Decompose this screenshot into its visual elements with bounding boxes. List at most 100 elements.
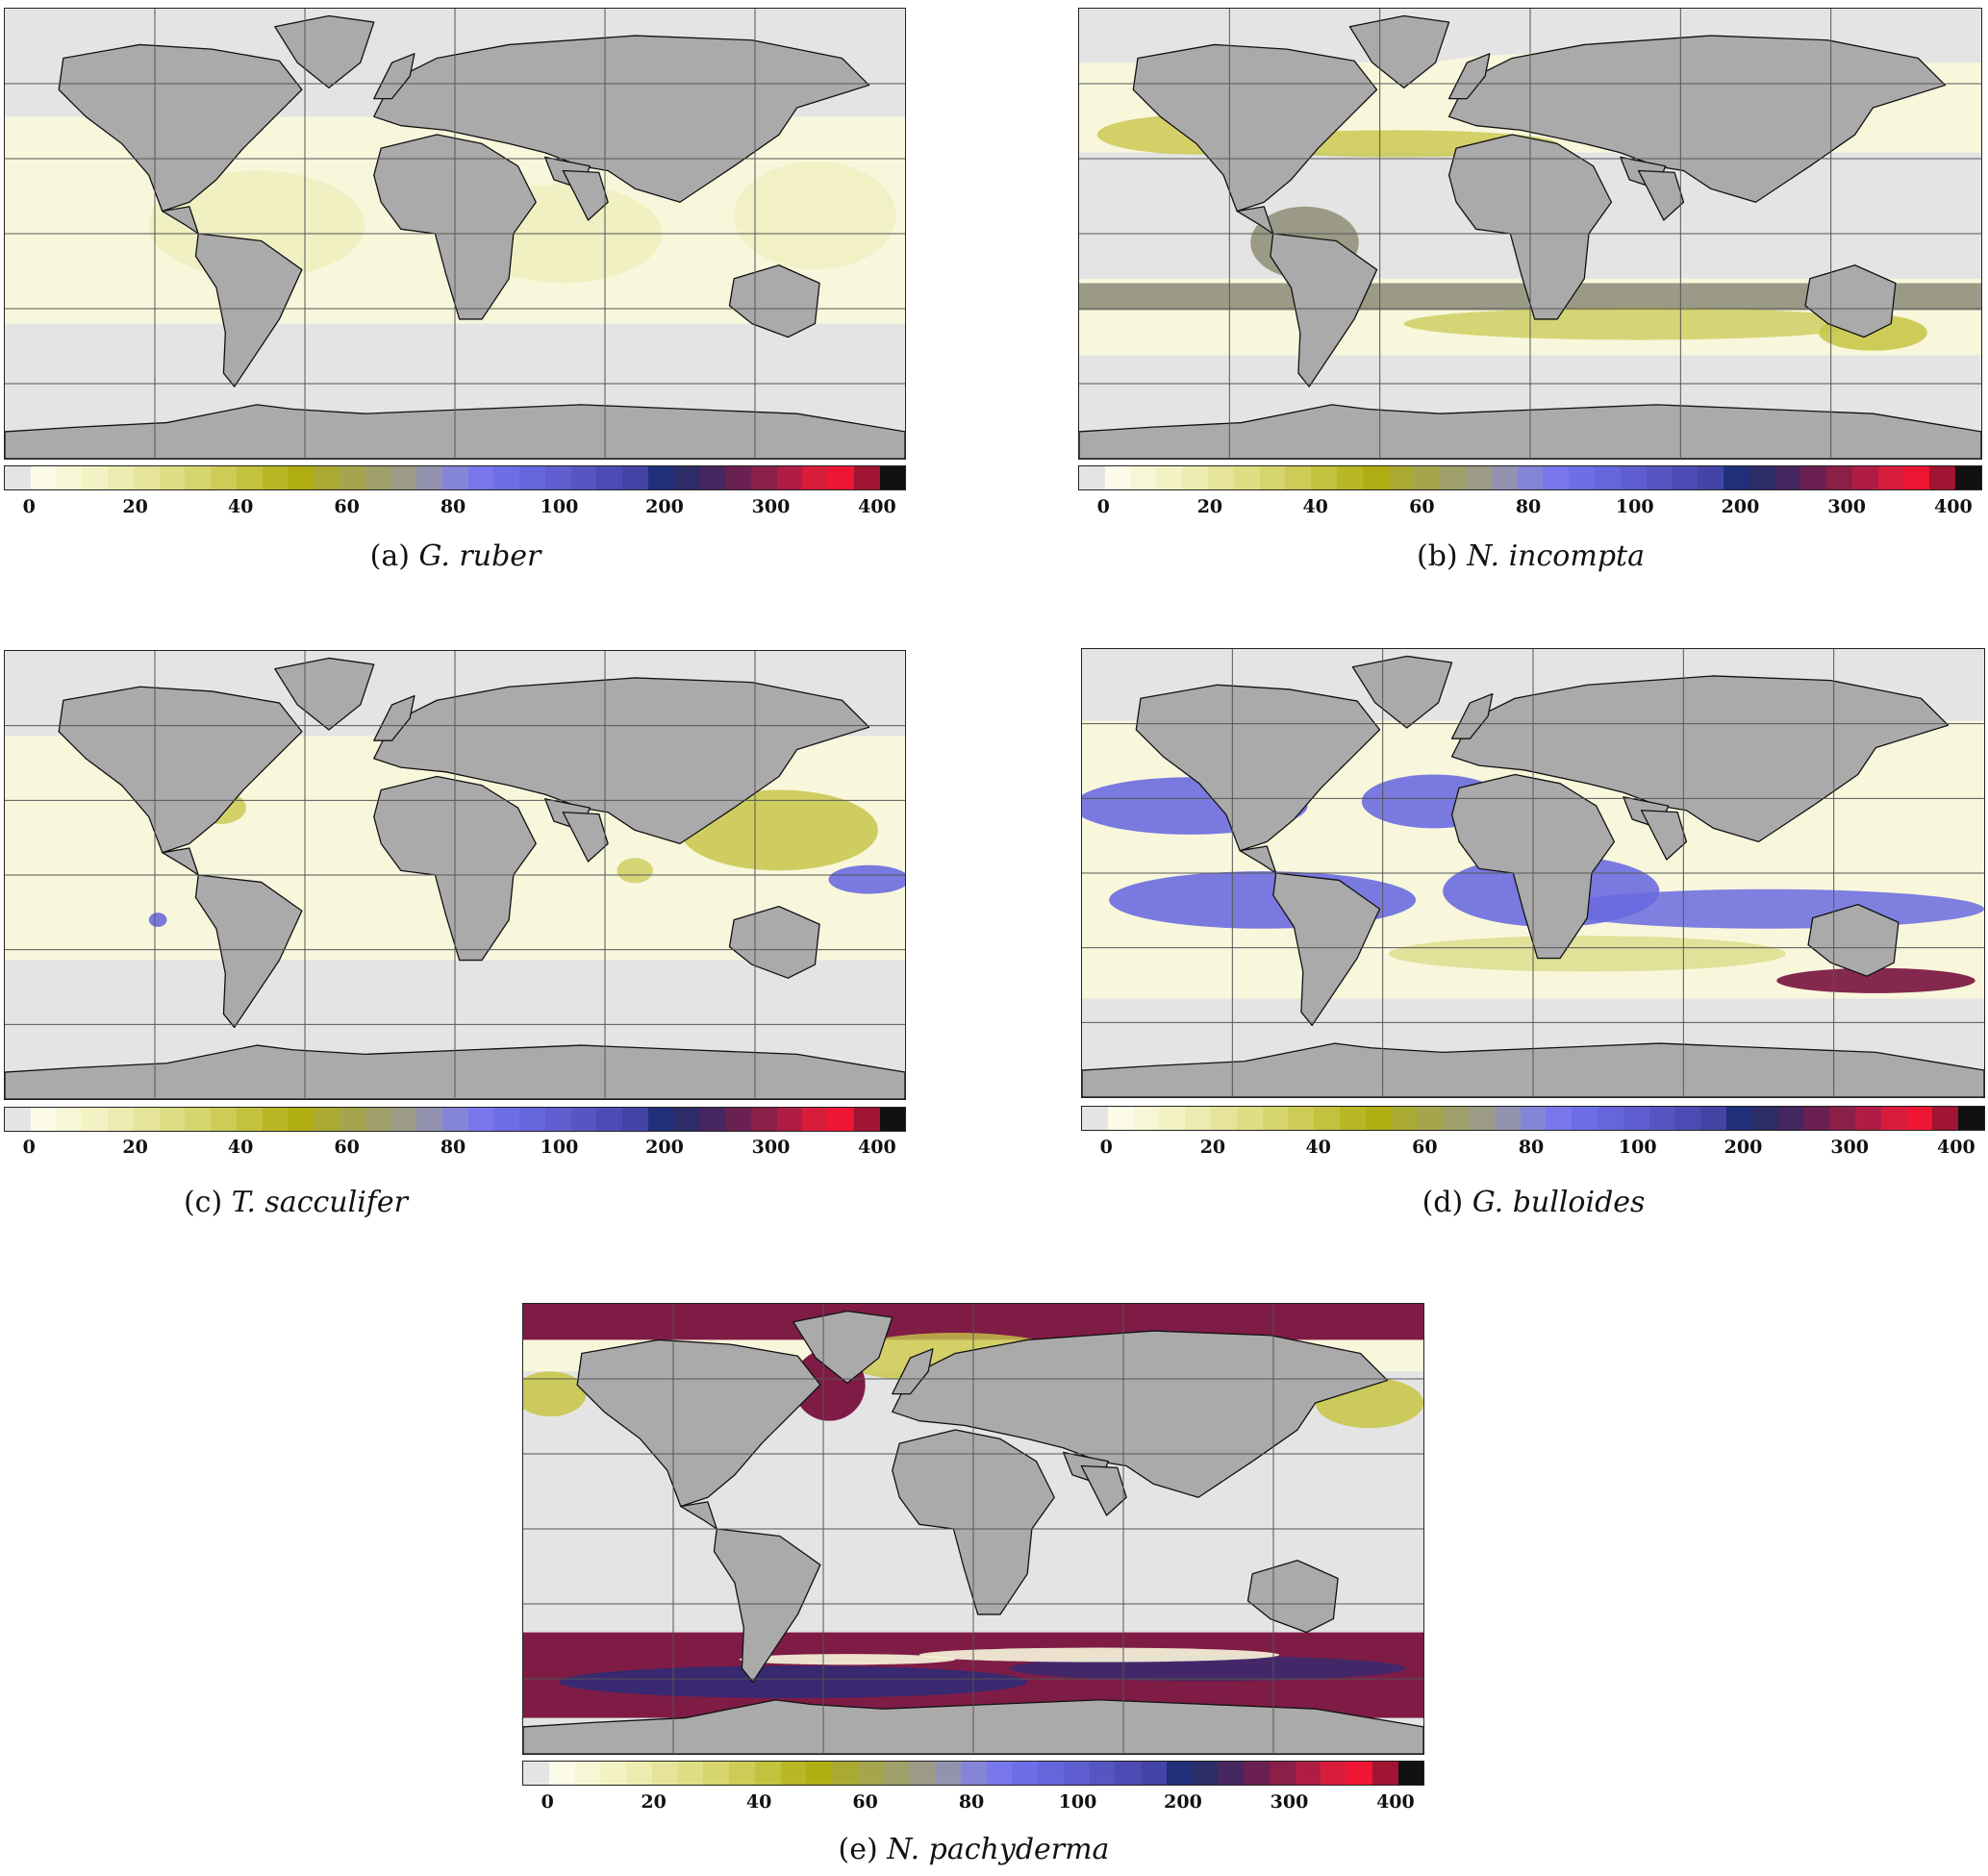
- colorbar-swatch: [1826, 466, 1852, 489]
- colorbar-tick-label: 40: [227, 1137, 254, 1158]
- colorbar-swatch: [673, 1108, 700, 1131]
- colorbar-swatch: [390, 1108, 416, 1131]
- colorbar-swatch: [365, 466, 391, 489]
- colorbar-tick-label: 400: [1934, 496, 1973, 517]
- colorbar-swatch: [185, 466, 211, 489]
- colorbar-swatch: [853, 1108, 880, 1131]
- caption-panel-b: (b) N. incompta: [1417, 539, 1645, 573]
- colorbar-swatch: [857, 1762, 884, 1785]
- colorbar-tick-label: 80: [1515, 496, 1542, 517]
- colorbar-tick-label: 0: [22, 496, 36, 517]
- colorbar-tick-label: 20: [122, 496, 148, 517]
- colorbar-swatch: [600, 1762, 626, 1785]
- colorbar-tick-label: 20: [641, 1791, 667, 1813]
- colorbar-swatch: [1288, 1107, 1315, 1130]
- colorbar-swatch: [1491, 466, 1518, 489]
- colorbar-swatch: [1104, 466, 1131, 489]
- map-panel-c: [4, 650, 906, 1100]
- map-panel-e: [522, 1303, 1424, 1755]
- colorbar-ticks-panel-a: 0 20 40 60 80 100 200 300 400: [4, 496, 907, 521]
- colorbar-swatch: [1749, 466, 1775, 489]
- colorbar-swatch: [802, 466, 828, 489]
- colorbar-swatch: [1236, 1107, 1263, 1130]
- colorbar-swatch: [1851, 466, 1878, 489]
- colorbar-swatch: [56, 1108, 83, 1131]
- colorbar-swatch: [365, 1108, 391, 1131]
- colorbar-swatch: [288, 1108, 314, 1131]
- colorbar-swatch: [544, 1108, 571, 1131]
- colorbar-ticks-panel-b: 0 20 40 60 80 100 200 300 400: [1078, 496, 1983, 521]
- map-canvas: [5, 651, 905, 1099]
- colorbar-swatch: [1594, 466, 1621, 489]
- colorbar-swatch: [1803, 1107, 1830, 1130]
- colorbar-swatch: [1130, 466, 1157, 489]
- colorbar-panel-a: [4, 465, 906, 490]
- colorbar-swatch: [339, 1108, 365, 1131]
- colorbar-swatch: [262, 1108, 289, 1131]
- colorbar-swatch: [1597, 1107, 1623, 1130]
- colorbar-swatch: [416, 466, 442, 489]
- colorbar-panel-e: [522, 1761, 1424, 1786]
- colorbar-swatch: [1362, 466, 1389, 489]
- colorbar-tick-label: 300: [751, 1137, 791, 1158]
- colorbar-swatch: [390, 466, 416, 489]
- map-panel-b: [1078, 8, 1982, 460]
- colorbar-swatch: [1079, 466, 1105, 489]
- colorbar-tick-label: 300: [1270, 1791, 1309, 1813]
- colorbar-swatch: [133, 1108, 160, 1131]
- colorbar-tick-label: 40: [1302, 496, 1328, 517]
- colorbar-swatch: [493, 466, 519, 489]
- colorbar-swatch: [1388, 466, 1415, 489]
- colorbar-tick-label: 20: [122, 1137, 148, 1158]
- colorbar-swatch: [1648, 1107, 1675, 1130]
- colorbar-panel-c: [4, 1107, 906, 1132]
- colorbar-swatch: [1311, 466, 1337, 489]
- colorbar-tick-label: 200: [1724, 1137, 1763, 1158]
- caption-panel-d: (d) G. bulloides: [1422, 1186, 1646, 1219]
- colorbar-swatch: [339, 466, 365, 489]
- colorbar-swatch: [1166, 1762, 1193, 1785]
- colorbar-tick-label: 100: [540, 496, 579, 517]
- colorbar-swatch: [1346, 1762, 1372, 1785]
- colorbar-swatch: [185, 1108, 211, 1131]
- colorbar-swatch: [1185, 1107, 1211, 1130]
- colorbar-swatch: [544, 466, 571, 489]
- colorbar-swatch: [1089, 1762, 1116, 1785]
- colorbar-swatch: [622, 466, 648, 489]
- colorbar-tick-label: 300: [1827, 496, 1867, 517]
- colorbar-swatch: [1725, 1107, 1752, 1130]
- colorbar-swatch: [935, 1762, 961, 1785]
- species-name: N. incompta: [1467, 539, 1645, 573]
- colorbar-swatch: [1321, 1762, 1346, 1785]
- colorbar-swatch: [832, 1762, 858, 1785]
- colorbar-swatch: [883, 1762, 910, 1785]
- colorbar-swatch: [159, 466, 186, 489]
- colorbar-swatch: [1233, 466, 1260, 489]
- colorbar-swatch: [467, 1108, 494, 1131]
- colorbar-tick-label: 20: [1199, 1137, 1226, 1158]
- colorbar-tick-label: 200: [645, 496, 684, 517]
- colorbar-swatch: [647, 466, 674, 489]
- colorbar-swatch: [56, 466, 83, 489]
- colorbar-tick-label: 60: [1412, 1137, 1438, 1158]
- colorbar-panel-b: [1078, 465, 1982, 490]
- colorbar-swatch: [1063, 1762, 1090, 1785]
- colorbar-swatch: [30, 1108, 57, 1131]
- colorbar-swatch: [1244, 1762, 1270, 1785]
- colorbar-swatch: [1336, 466, 1363, 489]
- colorbar-swatch: [596, 1108, 622, 1131]
- colorbar-swatch: [1829, 1107, 1855, 1130]
- colorbar-swatch: [1646, 466, 1673, 489]
- colorbar-swatch: [108, 1108, 134, 1131]
- colorbar-swatch: [1877, 466, 1904, 489]
- colorbar-swatch: [1417, 1107, 1444, 1130]
- colorbar-tick-label: 100: [1058, 1791, 1097, 1813]
- colorbar-tick-label: 300: [1830, 1137, 1870, 1158]
- colorbar-ticks-panel-e: 0 20 40 60 80 100 200 300 400: [522, 1791, 1425, 1816]
- colorbar-swatch: [1262, 1107, 1289, 1130]
- colorbar-tick-label: 100: [540, 1137, 579, 1158]
- colorbar-swatch: [677, 1762, 704, 1785]
- colorbar-swatch: [699, 466, 725, 489]
- colorbar-swatch: [673, 466, 700, 489]
- colorbar-swatch: [1932, 1107, 1959, 1130]
